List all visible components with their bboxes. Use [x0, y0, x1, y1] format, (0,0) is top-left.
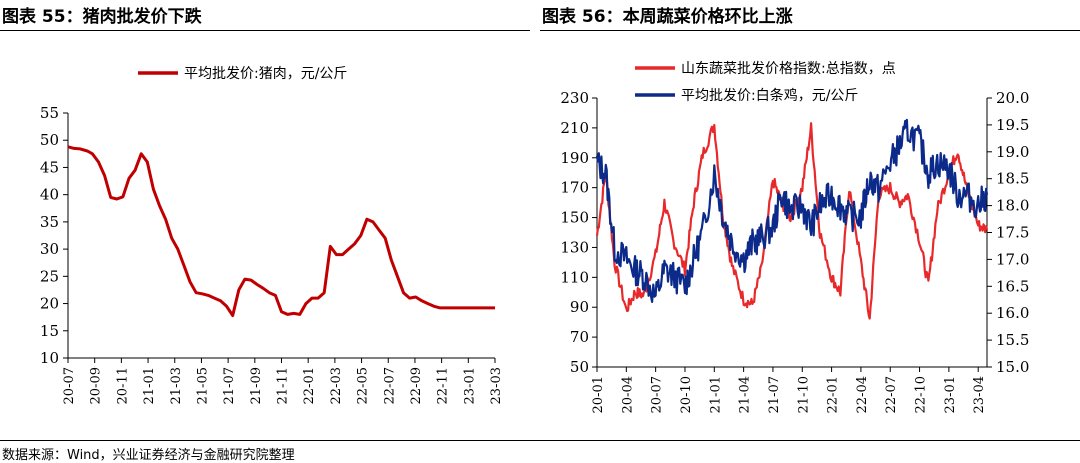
y-tick-label-left: 130 — [560, 238, 589, 256]
y-tick-label-left: 210 — [560, 119, 589, 137]
series-line-pork — [67, 145, 495, 317]
x-tick-label: 23-01 — [462, 367, 477, 404]
x-tick-label: 21-11 — [276, 367, 291, 404]
x-tick-label: 21-09 — [249, 367, 264, 404]
x-tick-label: 20-07 — [62, 367, 77, 404]
x-tick-label: 21-04 — [738, 376, 753, 413]
y-tick-label-right: 16.0 — [996, 304, 1029, 322]
x-tick-label: 23-01 — [943, 376, 958, 413]
y-tick-label: 30 — [40, 240, 59, 258]
y-tick-label: 50 — [40, 131, 59, 149]
figure-title-left: 图表 55：猪肉批发价下跌 — [2, 7, 202, 27]
y-tick-label-left: 50 — [570, 358, 589, 376]
x-tick-label: 22-09 — [409, 367, 424, 404]
legend-label-chicken: 平均批发价:白条鸡，元/公斤 — [681, 87, 858, 104]
x-tick-label: 21-01 — [708, 376, 723, 413]
series-line-chicken-price — [595, 118, 989, 303]
y-tick-label: 20 — [40, 295, 59, 313]
y-tick-label-right: 19.5 — [996, 116, 1029, 134]
y-tick-label-left: 230 — [560, 89, 589, 107]
x-tick-label: 20-11 — [115, 367, 130, 404]
y-tick-label-left: 150 — [560, 209, 589, 227]
legend-label-pork: 平均批发价:猪肉，元/公斤 — [184, 66, 347, 82]
y-tick-label-left: 110 — [560, 268, 589, 286]
legend-label-vegetable: 山东蔬菜批发价格指数:总指数，点 — [681, 61, 896, 77]
y-tick-label: 55 — [40, 104, 59, 122]
y-tick-label-left: 70 — [570, 328, 589, 346]
title-rule-left — [0, 30, 530, 31]
y-tick-label: 35 — [40, 213, 59, 231]
series-line-vegetable-index — [595, 122, 989, 320]
x-tick-label: 23-04 — [972, 376, 987, 413]
x-tick-label: 22-01 — [826, 376, 841, 413]
y-tick-label-left: 190 — [560, 149, 589, 167]
x-tick-label: 22-04 — [855, 376, 870, 413]
x-tick-label: 21-05 — [195, 367, 210, 404]
pork-price-chart: 平均批发价:猪肉，元/公斤 10 15 20 25 30 35 40 45 50 55 20-07 2… — [40, 66, 504, 404]
x-tick-label: 20-09 — [89, 367, 104, 404]
x-tick-label: 21-03 — [169, 367, 184, 404]
y-tick-label: 40 — [40, 186, 59, 204]
x-tick-label: 22-07 — [884, 376, 899, 413]
y-tick-label-left: 170 — [560, 179, 589, 197]
y-tick-label-right: 18.0 — [996, 197, 1029, 215]
series-layer-right — [595, 118, 989, 320]
y-tick-label-right: 17.0 — [996, 250, 1029, 268]
x-tick-label: 22-01 — [302, 367, 317, 404]
x-tick-label: 20-01 — [591, 376, 606, 413]
axes-left: 10 15 20 25 30 35 40 45 50 55 20-07 20-09 20-11 21-01… — [40, 104, 504, 404]
y-tick-label-right: 20.0 — [996, 89, 1029, 107]
x-tick-label: 22-11 — [436, 367, 451, 404]
y-tick-label-right: 18.5 — [996, 170, 1029, 188]
x-tick-label: 22-05 — [356, 367, 371, 404]
axes-right: 50 70 90 110 130 150 170 190 210 230 15.0 15.5 16.0 1… — [560, 89, 1029, 413]
series-layer-left — [67, 145, 495, 317]
x-tick-label: 20-04 — [620, 376, 635, 413]
x-tick-label: 20-10 — [679, 376, 694, 413]
figure-title-right: 图表 56：本周蔬菜价格环比上涨 — [542, 7, 793, 27]
y-tick-label: 15 — [40, 322, 59, 340]
x-tick-label: 21-10 — [796, 376, 811, 413]
y-tick-label-right: 15.0 — [996, 358, 1029, 376]
source-note: 数据来源：Wind，兴业证券经济与金融研究院整理 — [2, 448, 295, 463]
legend-left: 平均批发价:猪肉，元/公斤 — [138, 66, 347, 82]
x-tick-label: 21-07 — [767, 376, 782, 413]
y-tick-label-right: 17.5 — [996, 224, 1029, 242]
x-tick-label: 22-10 — [914, 376, 929, 413]
title-rule-right — [540, 30, 1080, 31]
y-tick-label-left: 90 — [570, 298, 589, 316]
y-tick-label: 10 — [40, 349, 59, 367]
x-tick-label: 23-03 — [489, 367, 504, 404]
y-tick-label: 45 — [40, 158, 59, 176]
y-tick-label-right: 15.5 — [996, 331, 1029, 349]
x-tick-label: 22-03 — [329, 367, 344, 404]
x-tick-label: 22-07 — [382, 367, 397, 404]
x-tick-label: 21-07 — [222, 367, 237, 404]
x-tick-label: 21-01 — [142, 367, 157, 404]
y-tick-label: 25 — [40, 267, 59, 285]
y-tick-label-right: 19.0 — [996, 143, 1029, 161]
x-tick-label: 20-07 — [650, 376, 665, 413]
footer-rule — [0, 440, 1080, 441]
y-tick-label-right: 16.5 — [996, 277, 1029, 295]
